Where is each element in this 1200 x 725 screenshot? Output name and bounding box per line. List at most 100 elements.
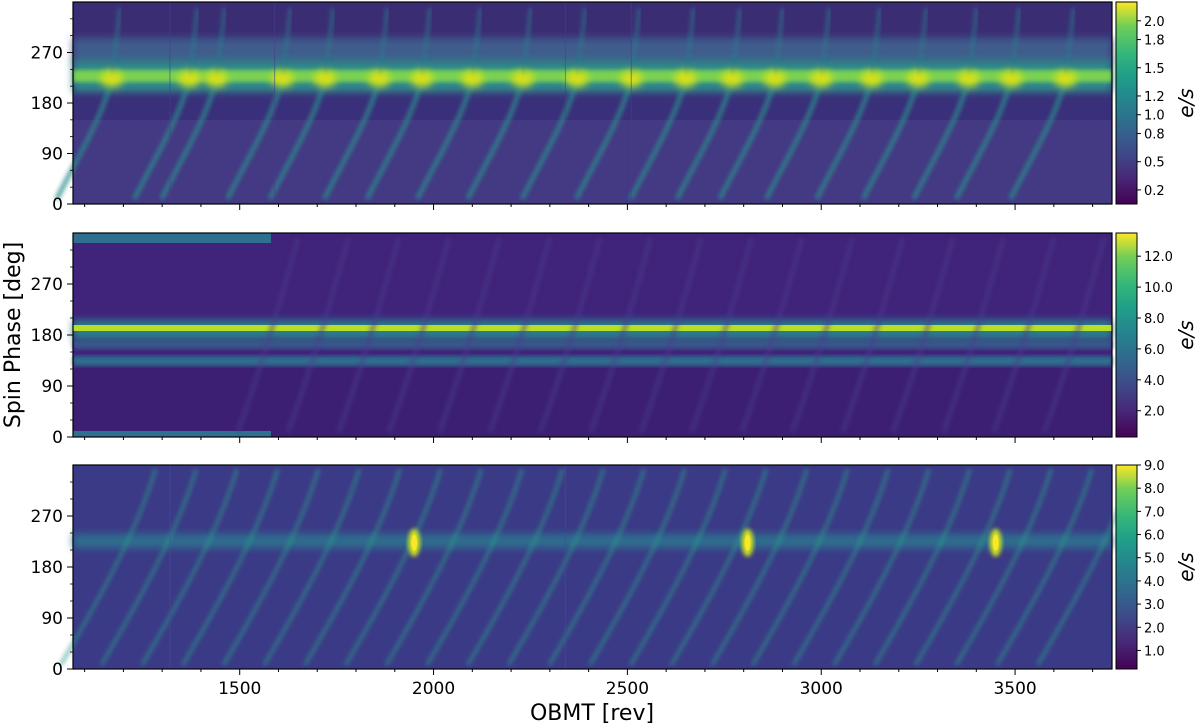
bottom-colorbar-ticks: 1.0 2.0 3.0 4.0 5.0 6.0 7.0 8.0 9.0 [1137,459,1165,659]
colorbar-tick-label: 1.0 [1144,109,1165,124]
faint-streak [235,237,301,433]
streak [425,468,524,667]
bottom-x-ticks: 1500 2000 2500 3000 3500 [84,669,1094,699]
faint-streak [487,237,553,433]
streak [54,78,115,201]
colorbar-tick-label: 2.0 [1144,405,1165,420]
streak [913,468,1013,667]
middle-early-top-band [73,233,271,243]
y-tick-label: 270 [31,275,63,295]
streak [873,468,972,667]
streak [953,78,1014,201]
colorbar-tick-label: 1.5 [1144,62,1165,77]
bright-spot [565,70,588,87]
y-tick-label: 180 [31,558,63,578]
streak [628,468,728,667]
colorbar-tick-label: 10.0 [1144,281,1173,296]
colorbar-tick-label: 0.2 [1144,184,1165,199]
streak [225,78,285,201]
middle-early-bottom-band [73,431,271,437]
bright-spot [763,70,786,87]
faint-streak [437,237,502,433]
bottom-segment-boundaries [169,465,566,669]
faint-streak [840,237,906,433]
colorbar-tick-label: 3.0 [1144,598,1165,613]
streak [465,468,565,667]
faint-streak [285,237,351,433]
colorbar-tick-label: 2.0 [1144,621,1165,636]
y-tick-label: 0 [52,428,63,448]
streak [1008,78,1068,201]
middle-band-125 [73,356,1112,366]
bottom-bright-spots [408,528,1002,557]
x-axis-title: OBMT [rev] [530,701,654,725]
middle-colorbar-ticks: 2.0 4.0 6.0 8.0 10.0 12.0 [1137,250,1173,420]
bright-spot [410,70,433,87]
streak [588,468,687,667]
streak [911,78,971,201]
top-colorbar-label: e/s [1174,88,1198,117]
top-colorbar-ticks: 0.2 0.5 0.8 1.0 1.2 1.5 1.8 2.0 [1137,15,1165,199]
bright-spot [368,70,391,87]
bright-spot [461,70,484,87]
y-tick-label: 90 [41,145,63,165]
colorbar-tick-label: 4.0 [1144,575,1165,590]
streak [710,468,809,667]
bright-spot [810,70,833,87]
top-segment-boundaries [169,2,632,204]
y-tick-label: 90 [41,377,63,397]
colorbar-tick-label: 7.0 [1144,505,1165,520]
streak [364,78,425,201]
bottom-colorbar [1115,464,1138,670]
top-heatmap [54,2,1112,204]
streak [415,78,475,201]
x-tick-label: 3500 [993,679,1036,699]
streak [628,78,688,201]
x-tick-label: 3000 [800,679,843,699]
middle-colorbar-label: e/s [1174,320,1198,349]
bright-spot-core [744,534,751,551]
streak [99,468,199,667]
bottom-band [73,534,1112,548]
faint-streak [689,237,754,433]
faint-streak [941,237,1006,433]
streak [465,78,526,201]
faint-streak [638,237,704,433]
streak [181,468,280,667]
streak [717,78,778,201]
colorbar-tick-label: 1.2 [1144,90,1165,105]
streak [814,78,875,201]
middle-band-150 [73,341,1112,349]
middle-colorbar [1115,232,1138,438]
bright-spot [313,70,336,87]
streak [832,468,931,667]
streak [574,78,634,201]
top-upper-band [73,38,1112,64]
bright-spot-core [992,534,999,551]
top-upper-region [73,2,1112,38]
y-tick-label: 180 [31,326,63,346]
bottom-heatmap [58,465,1135,669]
streak [140,468,239,667]
faint-streak [537,237,603,433]
streak [519,78,580,201]
top-bright-spots [100,70,1077,87]
faint-streak [386,237,452,433]
panel-middle: 0 90 180 270 2.0 4.0 6.0 8.0 10.0 12.0 e/s [31,232,1198,448]
colorbar-tick-label: 2.0 [1144,15,1165,30]
bottom-y-ticks: 0 90 180 270 [31,481,73,680]
bright-spot [907,70,930,87]
faint-streak [991,237,1057,433]
streak [763,78,824,201]
bright-spot [205,70,228,87]
y-tick-label: 0 [52,660,63,680]
faint-streak [1041,237,1107,433]
streak [58,468,158,667]
top-x-ticks [84,204,1094,210]
x-tick-label: 2000 [412,679,455,699]
bright-spot [674,70,697,87]
streak [954,468,1054,667]
middle-x-ticks [84,437,1094,443]
streak [506,468,606,667]
